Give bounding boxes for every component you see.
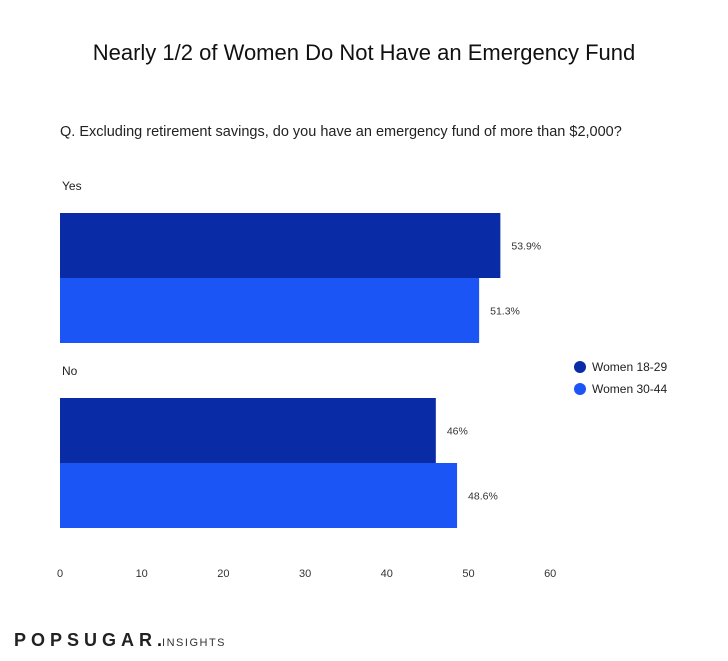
legend-item-women-30-44: Women 30-44 bbox=[574, 378, 667, 400]
x-tick-label: 30 bbox=[299, 568, 311, 580]
x-tick-label: 60 bbox=[544, 568, 556, 580]
data-label: 46% bbox=[447, 426, 468, 438]
legend: Women 18-29 Women 30-44 bbox=[574, 356, 667, 400]
legend-item-women-18-29: Women 18-29 bbox=[574, 356, 667, 378]
legend-label-women-18-29: Women 18-29 bbox=[592, 360, 668, 374]
logo-dot: . bbox=[157, 630, 163, 650]
bar-chart: Yes 53.9% 51.3% No 46% 48.6% 0 10 20 30 40 50 60 bbox=[57, 179, 556, 580]
data-label: 48.6% bbox=[468, 491, 498, 503]
bar bbox=[60, 398, 436, 463]
logo-sub: INSIGHTS bbox=[162, 637, 226, 649]
bar bbox=[60, 278, 480, 343]
bar bbox=[60, 463, 458, 528]
data-label: 53.9% bbox=[511, 241, 541, 253]
x-tick-label: 10 bbox=[136, 568, 148, 580]
x-tick-label: 50 bbox=[462, 568, 474, 580]
logo-brand: POPSUGAR bbox=[14, 630, 158, 650]
popsugar-insights-logo: POPSUGAR.INSIGHTS bbox=[14, 630, 226, 651]
legend-swatch-women-30-44 bbox=[574, 383, 586, 395]
x-tick-label: 20 bbox=[217, 568, 229, 580]
x-tick-label: 40 bbox=[381, 568, 393, 580]
legend-label-women-30-44: Women 30-44 bbox=[592, 382, 668, 396]
bar bbox=[60, 213, 501, 278]
chart-title: Nearly 1/2 of Women Do Not Have an Emerg… bbox=[92, 40, 636, 65]
legend-swatch-women-18-29 bbox=[574, 361, 586, 373]
survey-question: Q. Excluding retirement savings, do you … bbox=[60, 124, 622, 140]
x-tick-label: 0 bbox=[57, 568, 63, 580]
data-label: 51.3% bbox=[490, 306, 520, 318]
category-label: Yes bbox=[62, 179, 82, 193]
category-label: No bbox=[62, 364, 78, 378]
